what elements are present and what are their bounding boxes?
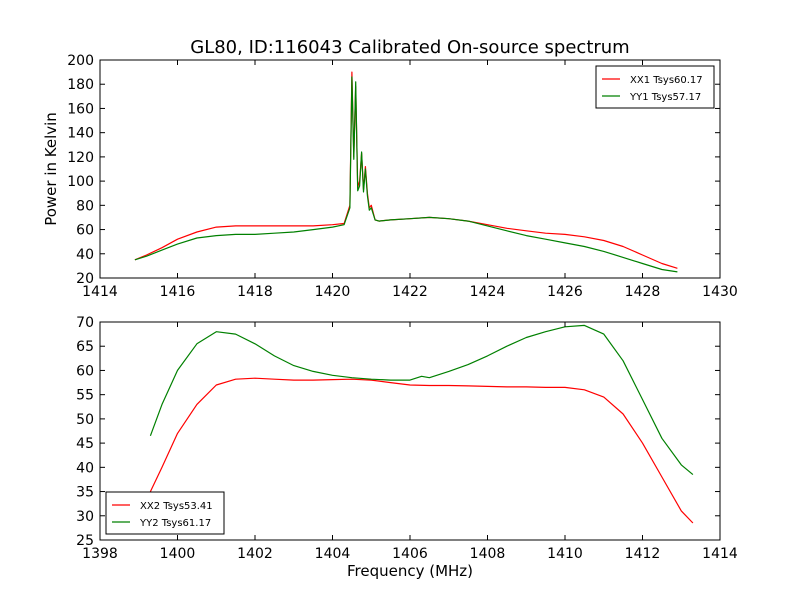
y-tick-label: 120 (67, 150, 94, 166)
x-tick-label: 1418 (237, 284, 273, 300)
y-tick-label: 200 (67, 53, 94, 69)
legend-label: XX1 Tsys60.17 (630, 75, 703, 86)
y-tick-label: 140 (67, 126, 94, 142)
x-tick-label: 1424 (470, 284, 506, 300)
series-line-2 (134, 76, 678, 273)
legend: XX1 Tsys60.17 YY1 Tsys57.17 (595, 65, 715, 109)
y-axis-label: Power in Kelvin (42, 112, 60, 226)
x-tick-label: 1398 (82, 546, 118, 562)
x-tick-label: 1410 (547, 546, 583, 562)
figure-title: GL80, ID:116043 Calibrated On-source spe… (190, 37, 629, 58)
series-group (149, 324, 694, 524)
y-tick-label: 25 (76, 533, 94, 549)
x-tick-label: 1402 (237, 546, 273, 562)
x-tick-label: 1404 (315, 546, 351, 562)
y-tick-label: 45 (76, 436, 94, 452)
legend: XX2 Tsys53.41 YY2 Tsys61.17 (105, 491, 225, 535)
y-tick-label: 65 (76, 339, 94, 355)
legend-label: YY2 Tsys61.17 (139, 518, 211, 529)
x-tick-label: 1430 (702, 284, 738, 300)
y-tick-label: 55 (76, 388, 94, 404)
y-tick-label: 60 (76, 223, 94, 239)
y-tick-label: 70 (76, 315, 94, 331)
x-tick-label: 1414 (702, 546, 738, 562)
y-tick-label: 160 (67, 101, 94, 117)
y-tick-label: 80 (76, 198, 94, 214)
bottom-spectrum-panel: 1398 1400 1402 1404 1406 1408 1410 1412 1414 25 30… (76, 315, 738, 580)
legend-label: YY1 Tsys57.17 (629, 92, 701, 103)
x-axis-label: Frequency (MHz) (347, 562, 473, 580)
x-tick-label: 1422 (392, 284, 428, 300)
y-tick-label: 30 (76, 509, 94, 525)
y-tick-label: 60 (76, 363, 94, 379)
x-tick-label: 1400 (160, 546, 196, 562)
series-line-1 (134, 71, 678, 269)
x-tick-label: 1416 (160, 284, 196, 300)
x-tick-label: 1412 (625, 546, 661, 562)
legend-box (595, 65, 715, 109)
x-tick-label: 1420 (315, 284, 351, 300)
y-tick-label: 40 (76, 460, 94, 476)
x-tick-label: 1426 (547, 284, 583, 300)
y-tick-label: 35 (76, 485, 94, 501)
y-tick-label: 40 (76, 247, 94, 263)
y-tick-label: 20 (76, 271, 94, 287)
legend-label: XX2 Tsys53.41 (140, 501, 213, 512)
series-group (134, 71, 678, 273)
x-tick-label: 1414 (82, 284, 118, 300)
series-line-1 (149, 377, 694, 524)
y-tick-label: 180 (67, 77, 94, 93)
y-tick-label: 50 (76, 412, 94, 428)
top-spectrum-panel: 1414 1416 1418 1420 1422 1424 1426 1428 1430 20 40… (42, 53, 738, 300)
x-tick-label: 1406 (392, 546, 428, 562)
y-tick-label: 100 (67, 174, 94, 190)
series-line-2 (149, 324, 694, 476)
x-tick-label: 1408 (470, 546, 506, 562)
x-tick-label: 1428 (625, 284, 661, 300)
legend-box (105, 491, 225, 535)
